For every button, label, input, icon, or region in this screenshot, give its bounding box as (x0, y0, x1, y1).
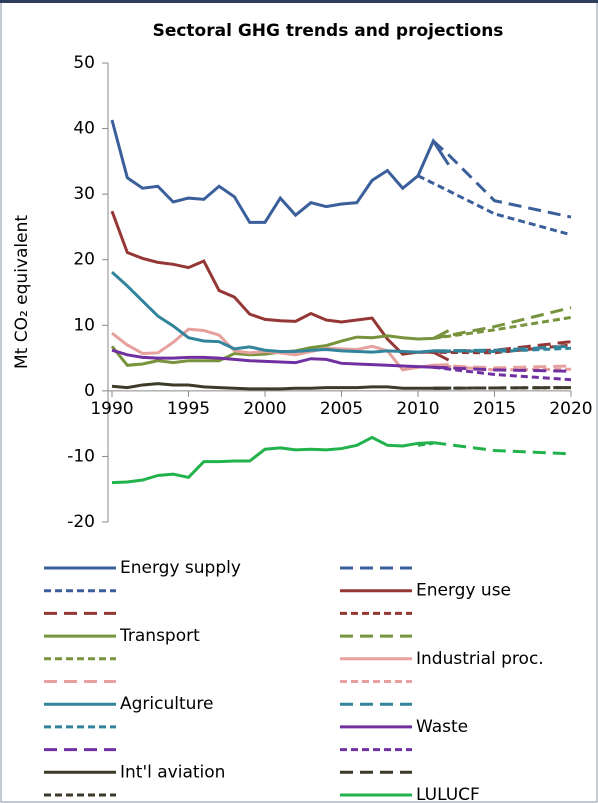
y-axis-label: Mt CO₂ equivalent (12, 215, 32, 369)
series-line (111, 435, 434, 485)
y-tick-label: 30 (73, 184, 95, 204)
legend-label: Int'l aviation (120, 762, 225, 782)
series-line (433, 386, 572, 390)
series-line (433, 363, 572, 370)
x-tick-label: 1990 (90, 399, 133, 419)
series-line (433, 441, 572, 456)
series-line (433, 346, 572, 354)
legend-label: Waste (416, 717, 468, 737)
series-line (433, 365, 572, 373)
series-line (110, 210, 450, 362)
series-line (433, 315, 572, 340)
series-line (433, 306, 572, 340)
legend-label: Energy supply (120, 558, 241, 578)
series-line (417, 441, 434, 447)
legend-label: LULUCF (416, 785, 480, 803)
legend-label: Transport (119, 626, 200, 646)
y-tick-label: 0 (84, 381, 95, 401)
y-tick-label: 10 (73, 315, 95, 335)
series-line (433, 365, 572, 382)
y-tick-label: 40 (73, 119, 95, 139)
y-tick-label: -20 (67, 512, 95, 532)
x-tick-label: 2020 (549, 399, 592, 419)
x-tick-label: 2000 (243, 399, 286, 419)
legend-label: Energy use (416, 581, 511, 601)
legend-label: Agriculture (120, 694, 214, 714)
series-line (111, 382, 449, 391)
series-line (110, 271, 449, 354)
series-line (417, 174, 572, 237)
y-tick-label: 50 (73, 53, 95, 73)
series-line (110, 119, 450, 224)
series-line (111, 348, 449, 370)
series-line (432, 139, 572, 219)
x-tick-label: 2010 (396, 399, 439, 419)
x-tick-label: 2015 (473, 399, 516, 419)
x-tick-label: 2005 (320, 399, 363, 419)
legend-label: Industrial proc. (416, 649, 544, 669)
x-tick-label: 1995 (167, 399, 210, 419)
y-tick-label: -10 (67, 446, 95, 466)
chart-title: Sectoral GHG trends and projections (153, 21, 504, 41)
y-tick-label: 20 (73, 250, 95, 270)
